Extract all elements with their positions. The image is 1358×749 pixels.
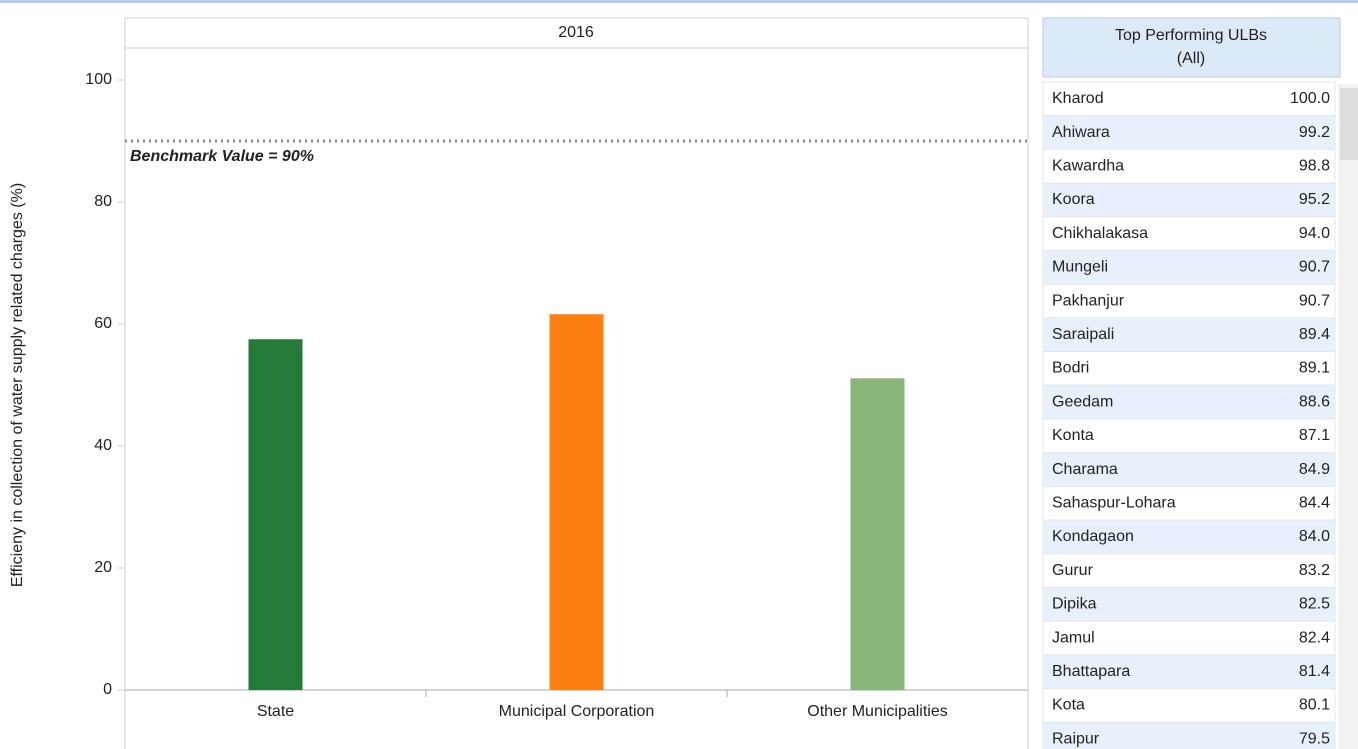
table-row [1042,519,1336,555]
row-name: Koora [1052,191,1095,208]
table-row [1042,115,1336,150]
table-row [1042,654,1336,690]
x-tick-label: Municipal Corporation [499,703,655,720]
benchmark-label: Benchmark Value = 90% [130,148,314,165]
scrollbar[interactable] [1338,84,1358,749]
row-value: 99.2 [1299,124,1330,141]
row-name: Kota [1052,697,1085,714]
row-name: Mungeli [1052,259,1108,276]
row-value: 88.6 [1299,393,1330,410]
y-tick-label: 40 [94,437,112,454]
row-value: 90.7 [1299,259,1330,276]
row-value: 87.1 [1299,427,1330,444]
row-name: Jamul [1052,629,1095,646]
row-name: Bhattapara [1052,663,1130,680]
row-name: Saraipali [1052,326,1114,343]
y-tick-label: 0 [103,681,112,698]
table-row [1042,418,1336,454]
table-row [1042,182,1336,218]
x-tick-label: State [257,703,294,720]
y-tick-label: 100 [85,71,112,88]
row-value: 89.4 [1299,326,1330,343]
row-value: 84.9 [1299,461,1330,478]
table-row [1042,587,1336,622]
row-value: 82.4 [1299,629,1330,646]
row-value: 90.7 [1299,292,1330,309]
bar [248,339,303,690]
table-row [1042,721,1336,749]
bar [850,378,905,690]
row-value: 100.0 [1290,90,1330,107]
table-row [1042,148,1336,184]
row-name: Dipika [1052,596,1097,613]
table-row [1042,485,1336,521]
table-row [1042,283,1336,319]
x-tick-label: Other Municipalities [807,703,948,720]
row-value: 83.2 [1299,562,1330,579]
row-name: Kondagaon [1052,528,1134,545]
row-value: 94.0 [1299,225,1330,242]
row-name: Kawardha [1052,157,1124,174]
table-row [1042,384,1336,420]
scrollbar-thumb[interactable] [1340,88,1358,160]
y-tick-label: 20 [94,559,112,576]
row-name: Raipur [1052,730,1100,747]
table-row [1042,452,1336,487]
facet-header: 2016 [558,24,594,41]
row-name: Geedam [1052,393,1113,410]
y-tick-label: 80 [94,193,112,210]
bar [549,314,604,690]
table-row [1042,553,1336,588]
table-subtitle: (All) [1177,50,1205,67]
row-value: 80.1 [1299,697,1330,714]
table-title: Top Performing ULBs [1115,27,1267,44]
table-row [1042,81,1336,117]
row-value: 79.5 [1299,730,1330,747]
row-value: 95.2 [1299,191,1330,208]
y-tick-label: 60 [94,315,112,332]
row-value: 89.1 [1299,360,1330,377]
row-name: Gurur [1052,562,1094,579]
row-name: Charama [1052,461,1118,478]
row-value: 98.8 [1299,157,1330,174]
table-row [1042,688,1336,723]
row-name: Pakhanjur [1052,292,1125,309]
row-name: Kharod [1052,90,1104,107]
row-value: 84.0 [1299,528,1330,545]
table-row [1042,620,1336,656]
row-name: Ahiwara [1052,124,1110,141]
table-row [1042,216,1336,252]
row-name: Sahaspur-Lohara [1052,494,1176,511]
row-value: 82.5 [1299,596,1330,613]
table-row [1042,351,1336,386]
table-row [1042,317,1336,353]
row-name: Bodri [1052,360,1089,377]
row-name: Konta [1052,427,1094,444]
table-header [1042,17,1341,78]
y-axis-title: Efficieny in collection of water supply … [9,183,26,587]
row-value: 84.4 [1299,494,1330,511]
row-value: 81.4 [1299,663,1330,680]
row-name: Chikhalakasa [1052,225,1148,242]
